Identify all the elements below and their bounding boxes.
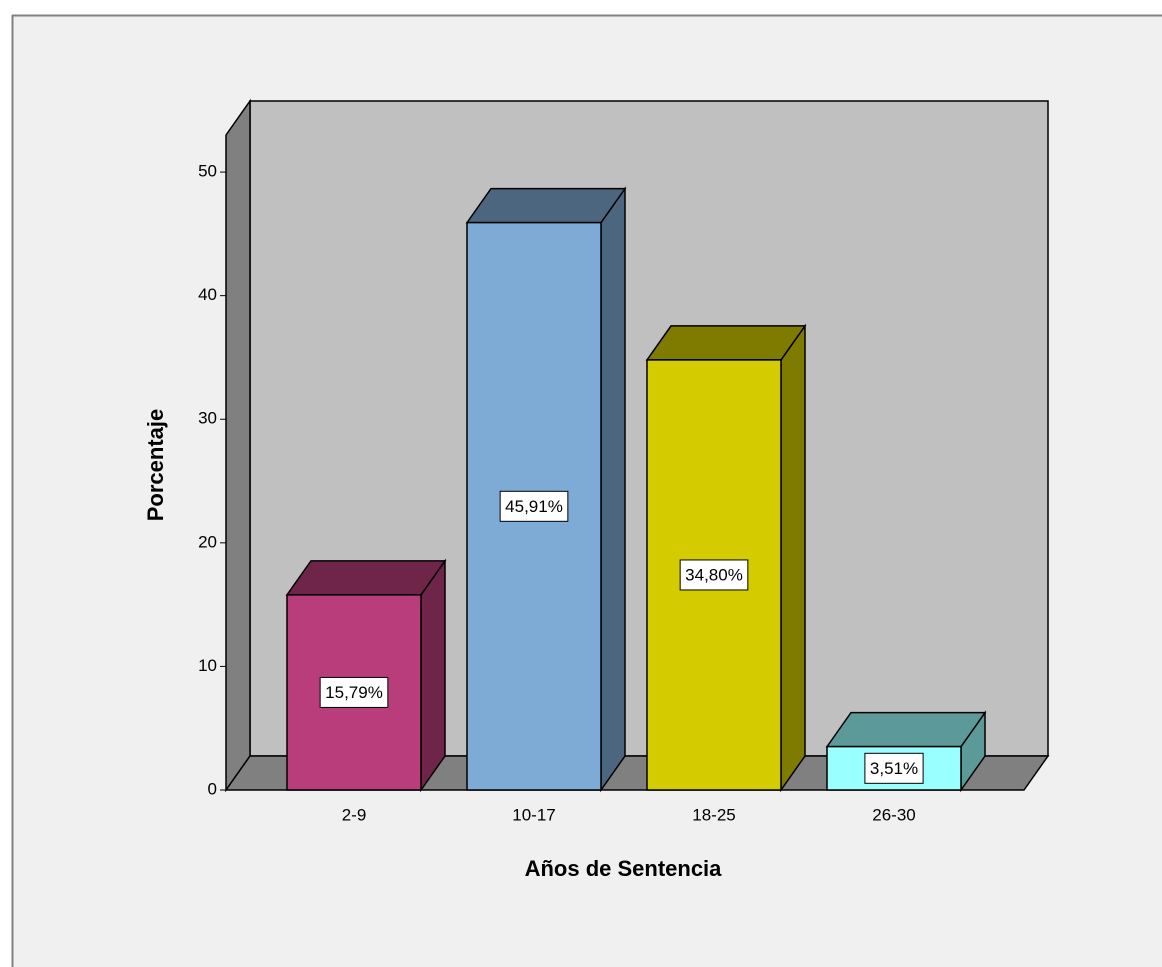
value-label: 34,80% [685,565,743,584]
value-label-box [319,676,389,708]
bar-side [780,323,806,793]
x-tick-label: 10-17 [512,805,555,824]
bar-top [825,711,987,748]
x-tick-label: 2-9 [342,805,367,824]
x-tick-label: 18-25 [692,805,735,824]
bar-top [465,187,627,224]
x-axis-title: Años de Sentencia [525,856,723,881]
y-tick-label: 10 [198,656,217,675]
y-axis-title: Porcentaje [143,409,168,522]
value-label: 15,79% [325,683,383,702]
value-label: 45,91% [505,497,563,516]
value-label-box [864,752,924,784]
bar-top [645,325,807,361]
y-tick-label: 20 [198,532,217,551]
side-wall [225,98,251,793]
value-label-box [679,559,749,591]
value-label: 3,51% [870,759,918,778]
y-tick-label: 30 [198,409,217,428]
y-tick-label: 0 [208,779,217,798]
x-tick-label: 26-30 [872,805,915,824]
bar-top [285,560,447,596]
y-tick-label: 50 [198,162,217,181]
bar-side [420,558,446,793]
y-tick-label: 40 [198,285,217,304]
bar-side [600,186,626,793]
value-label-box [499,490,569,522]
